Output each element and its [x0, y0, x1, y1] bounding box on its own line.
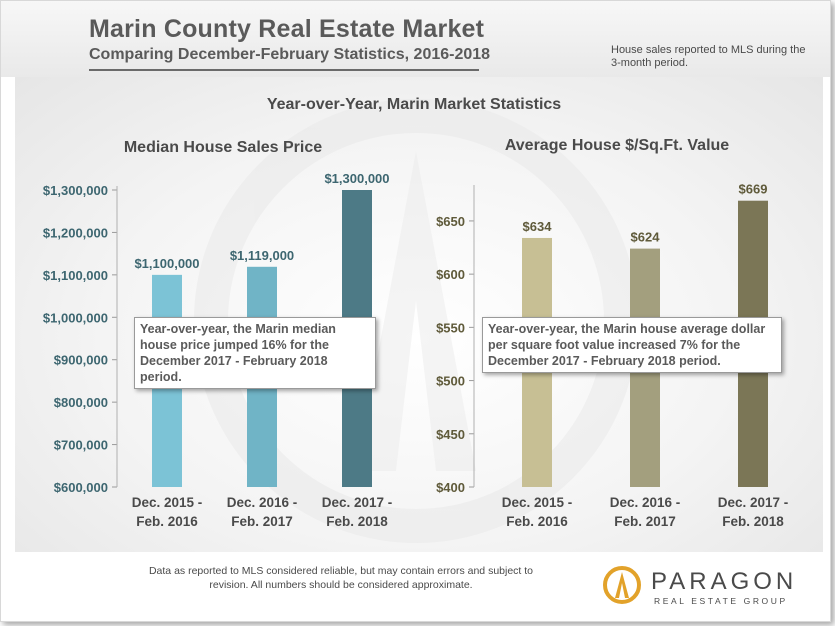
price-per-sqft-data-label: $669	[739, 182, 768, 197]
section-title: Year-over-Year, Marin Market Statistics	[267, 96, 561, 113]
page-title: Marin County Real Estate Market	[89, 15, 485, 43]
price-per-sqft-chart-title: Average House $/Sq.Ft. Value	[505, 137, 729, 154]
median-price-y-tick-label: $1,000,000	[43, 310, 108, 325]
page-subtitle: Comparing December-February Statistics, …	[89, 46, 491, 63]
charts-svg: Year-over-Year, Marin Market Statistics …	[43, 96, 789, 543]
median-price-data-label: $1,119,000	[230, 248, 294, 263]
price-per-sqft-data-label: $624	[631, 230, 661, 245]
median-price-category-label: Dec. 2015 -Feb. 2016	[132, 495, 203, 529]
median-price-y-tick-label: $600,000	[54, 480, 108, 495]
price-per-sqft-y-tick-label: $600	[436, 267, 465, 282]
header-band: Marin County Real Estate Market Comparin…	[1, 1, 830, 77]
title-underline	[89, 69, 479, 71]
median-price-y-tick-label: $800,000	[54, 395, 108, 410]
median-price-y-tick-label: $1,100,000	[43, 268, 108, 283]
price-per-sqft-data-label: $634	[523, 219, 553, 234]
median-price-category-label: Dec. 2016 -Feb. 2017	[227, 495, 298, 529]
price-per-sqft-category-label: Dec. 2017 -Feb. 2018	[718, 495, 789, 529]
median-price-data-label: $1,300,000	[324, 171, 389, 186]
footer-disclaimer: Data as reported to MLS considered relia…	[148, 565, 534, 591]
median-price-category-label: Dec. 2017 -Feb. 2018	[322, 495, 393, 529]
header-note: House sales reported to MLS during the 3…	[611, 44, 806, 69]
price-per-sqft-category-label: Dec. 2016 -Feb. 2017	[610, 495, 681, 529]
price-per-sqft-y-tick-label: $400	[436, 480, 465, 495]
price-per-sqft-y-tick-label: $450	[436, 427, 465, 442]
logo-wordmark: PARAGON	[651, 568, 798, 595]
callout-median-price: Year-over-year, the Marin median house p…	[134, 317, 376, 389]
median-price-y-tick-label: $900,000	[54, 353, 108, 368]
median-price-chart-title: Median House Sales Price	[124, 139, 322, 156]
price-per-sqft-category-label: Dec. 2015 -Feb. 2016	[502, 495, 573, 529]
callout-price-per-sqft: Year-over-year, the Marin house average …	[482, 317, 782, 373]
median-price-data-label: $1,100,000	[134, 256, 199, 271]
price-per-sqft-y-tick-label: $650	[436, 214, 465, 229]
paragon-logo-icon	[603, 566, 641, 604]
price-per-sqft-y-tick-label: $500	[436, 374, 465, 389]
median-price-y-tick-label: $1,300,000	[43, 183, 108, 198]
logo-subtitle: REAL ESTATE GROUP	[654, 596, 788, 606]
median-price-y-tick-label: $1,200,000	[43, 225, 108, 240]
price-per-sqft-y-tick-label: $550	[436, 320, 465, 335]
median-price-y-tick-label: $700,000	[54, 438, 108, 453]
